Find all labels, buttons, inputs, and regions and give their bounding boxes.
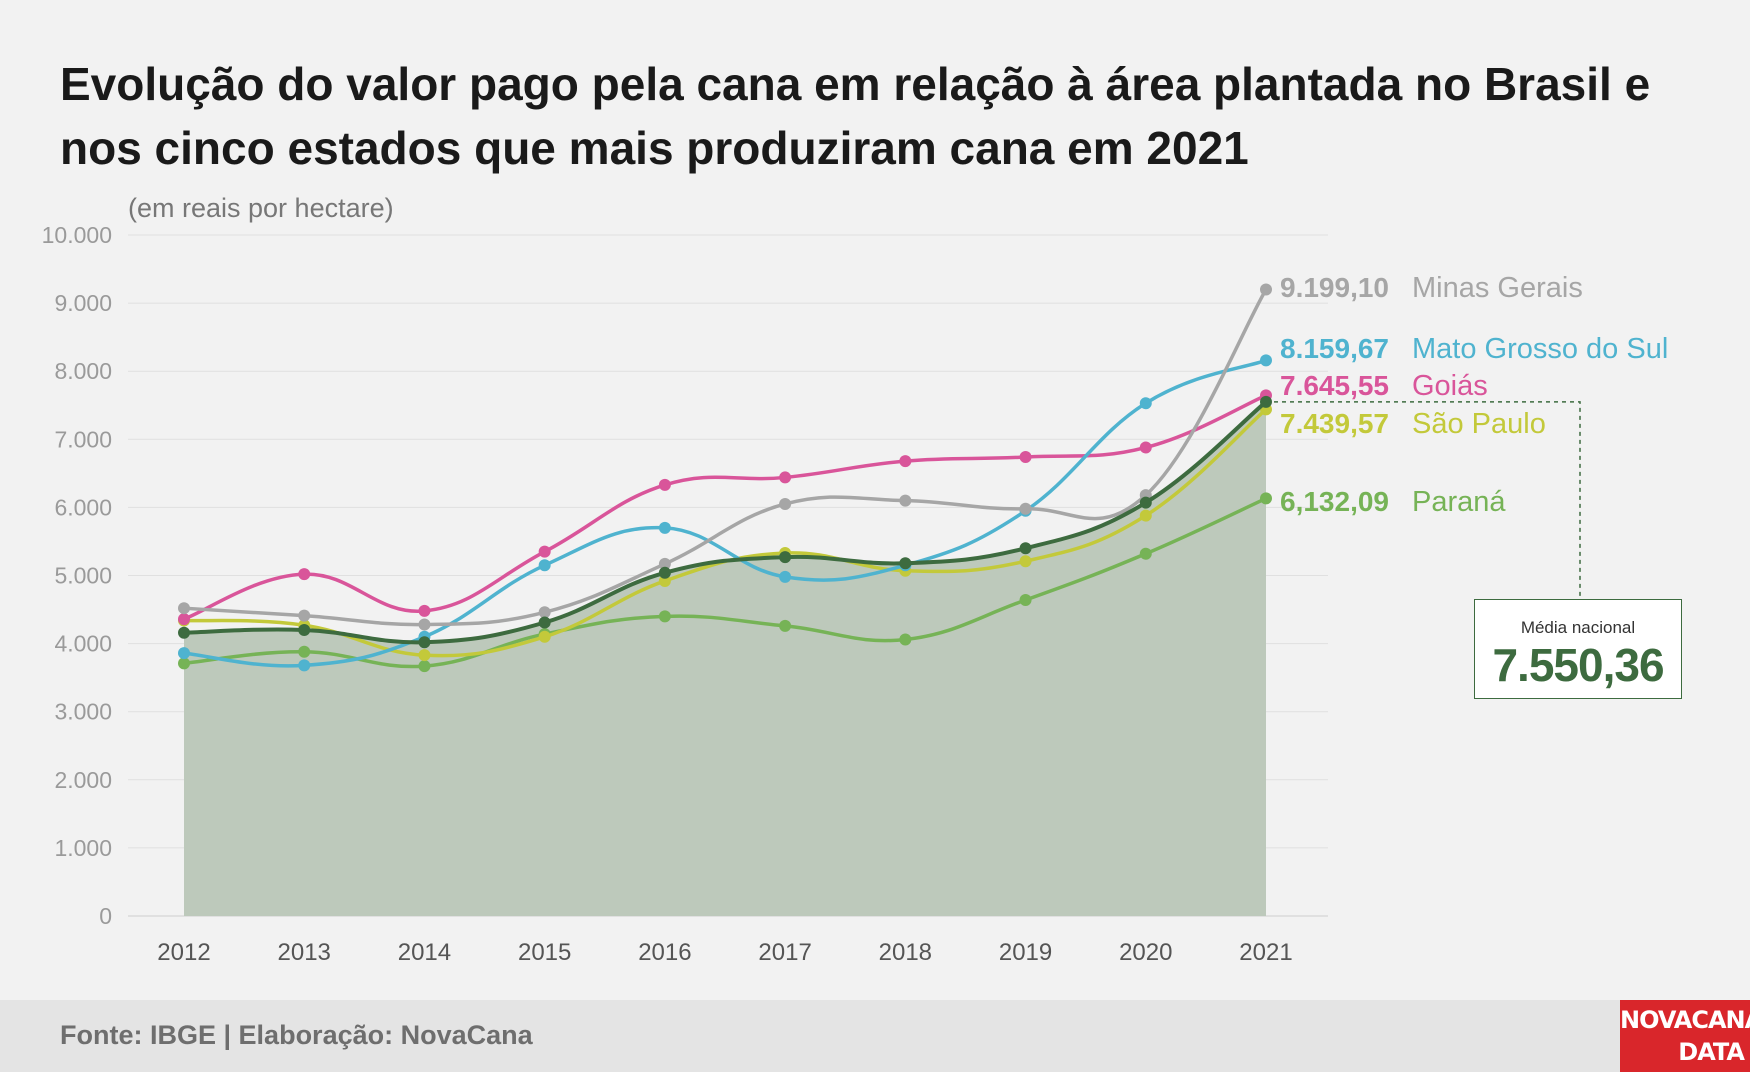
footer: Fonte: IBGE | Elaboração: NovaCana NOVAC… xyxy=(0,1000,1750,1072)
data-point-national xyxy=(298,623,311,636)
average-connector xyxy=(1274,401,1581,599)
y-tick-label: 2.000 xyxy=(54,767,112,793)
end-value-label: 8.159,67 xyxy=(1280,333,1389,364)
novacana-data-logo: NOVACANA DATA xyxy=(1620,1000,1750,1072)
data-point-minas_gerais xyxy=(899,494,912,507)
y-tick-label: 9.000 xyxy=(54,290,112,316)
y-tick-label: 5.000 xyxy=(54,563,112,589)
data-point-sao_paulo xyxy=(1139,509,1152,522)
data-point-parana xyxy=(1019,594,1032,607)
x-tick-label: 2017 xyxy=(758,939,811,966)
data-point-national xyxy=(418,636,431,649)
end-series-name: Goiás xyxy=(1412,370,1488,402)
series-line-mato_grosso_do_sul xyxy=(182,358,1268,668)
data-point-parana xyxy=(779,619,792,632)
data-point-minas_gerais xyxy=(418,618,431,631)
data-point-parana xyxy=(899,633,912,646)
x-tick-label: 2012 xyxy=(157,939,210,966)
data-point-goias xyxy=(178,613,190,626)
data-point-sao_paulo xyxy=(1019,555,1032,568)
data-point-parana xyxy=(1260,492,1272,505)
data-point-sao_paulo xyxy=(418,649,431,662)
y-tick-label: 1.000 xyxy=(54,835,112,861)
x-tick-label: 2016 xyxy=(638,939,691,966)
x-tick-label: 2013 xyxy=(278,939,331,966)
data-point-national xyxy=(1019,542,1032,555)
data-point-national xyxy=(899,557,912,570)
data-point-national xyxy=(1139,496,1152,509)
data-point-parana xyxy=(298,645,311,658)
logo-line-1: NOVACANA xyxy=(1620,1006,1750,1034)
chart-subtitle: (em reais por hectare) xyxy=(128,193,394,223)
source-text: Fonte: IBGE | Elaboração: NovaCana xyxy=(60,1020,533,1050)
data-point-goias xyxy=(658,478,671,491)
line-chart: 0 1.000 2.000 3.000 4.000 5.000 6.000 7.000 8.00… xyxy=(42,193,1669,966)
data-point-minas_gerais xyxy=(1019,502,1032,515)
series-line-minas_gerais xyxy=(182,287,1268,627)
data-point-mato_grosso_do_sul xyxy=(538,559,551,572)
data-point-minas_gerais xyxy=(779,497,792,510)
national-average-label: Média nacional xyxy=(1520,618,1636,637)
end-value-label: 7.439,57 xyxy=(1280,408,1389,439)
y-tick-label: 4.000 xyxy=(54,631,112,657)
data-point-mato_grosso_do_sul xyxy=(298,659,311,672)
national-area-fill xyxy=(184,401,1266,916)
y-tick-label: 3.000 xyxy=(54,699,112,725)
x-tick-label: 2019 xyxy=(999,939,1052,966)
data-point-minas_gerais xyxy=(178,602,190,615)
national-average-box: Média nacional 7.550,36 xyxy=(1474,599,1682,699)
x-tick-label: 2014 xyxy=(398,939,451,966)
end-series-name: Paraná xyxy=(1412,486,1506,518)
data-point-goias xyxy=(298,568,311,581)
data-point-national xyxy=(658,566,671,579)
x-tick-label: 2015 xyxy=(518,939,571,966)
y-tick-label: 0 xyxy=(99,903,112,929)
end-value-label: 6,132,09 xyxy=(1280,486,1389,517)
data-point-minas_gerais xyxy=(658,557,671,570)
y-tick-label: 10.000 xyxy=(42,222,112,248)
end-series-name: Mato Grosso do Sul xyxy=(1412,333,1668,365)
data-point-goias xyxy=(538,545,551,558)
end-value-label: 7.645,55 xyxy=(1280,370,1389,401)
data-point-goias xyxy=(1019,451,1032,464)
end-series-name: Minas Gerais xyxy=(1412,272,1583,304)
series-line-national xyxy=(182,399,1268,645)
data-point-parana xyxy=(1139,547,1152,560)
x-tick-label: 2021 xyxy=(1239,939,1292,966)
end-value-label: 9.199,10 xyxy=(1280,272,1389,303)
data-point-goias xyxy=(1139,441,1152,454)
data-point-national xyxy=(538,616,551,629)
data-point-parana xyxy=(178,657,190,670)
data-point-minas_gerais xyxy=(298,609,311,622)
data-point-minas_gerais xyxy=(1260,283,1272,296)
data-point-parana xyxy=(658,610,671,623)
data-point-mato_grosso_do_sul xyxy=(1139,397,1152,410)
data-point-sao_paulo xyxy=(538,630,551,643)
end-series-name: São Paulo xyxy=(1412,408,1546,440)
chart-area: 0 1.000 2.000 3.000 4.000 5.000 6.000 7.000 8.00… xyxy=(42,193,1669,966)
data-point-national xyxy=(178,626,190,639)
x-tick-label: 2018 xyxy=(879,939,932,966)
y-tick-label: 6.000 xyxy=(54,494,112,520)
data-point-parana xyxy=(418,660,431,673)
data-point-mato_grosso_do_sul xyxy=(779,570,792,583)
national-average-value: 7.550,36 xyxy=(1492,639,1664,691)
data-point-goias xyxy=(899,455,912,468)
data-point-minas_gerais xyxy=(538,606,551,619)
chart-title: Evolução do valor pago pela cana em rela… xyxy=(60,58,1651,174)
y-tick-label: 7.000 xyxy=(54,426,112,452)
data-point-mato_grosso_do_sul xyxy=(1260,354,1272,367)
data-point-national xyxy=(779,551,792,564)
series-line-parana xyxy=(182,496,1268,669)
logo-line-2: DATA xyxy=(1678,1038,1745,1066)
data-point-national xyxy=(1260,395,1272,408)
y-tick-label: 8.000 xyxy=(54,358,112,384)
data-point-mato_grosso_do_sul xyxy=(658,521,671,534)
data-point-mato_grosso_do_sul xyxy=(178,647,190,660)
data-point-goias xyxy=(779,471,792,484)
x-tick-label: 2020 xyxy=(1119,939,1172,966)
data-point-goias xyxy=(418,604,431,617)
